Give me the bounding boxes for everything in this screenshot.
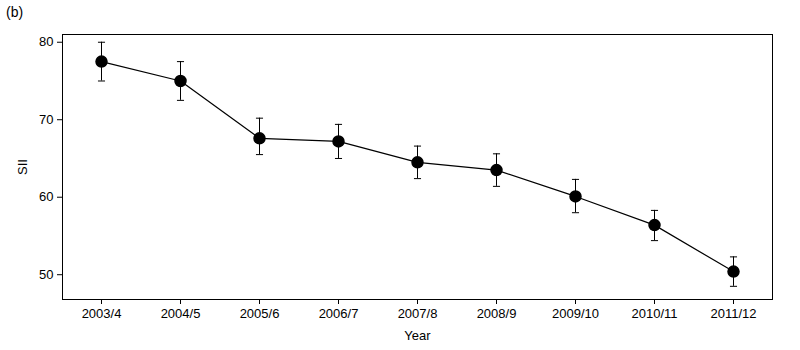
- svg-text:SII: SII: [15, 159, 30, 175]
- svg-text:2004/5: 2004/5: [161, 306, 201, 321]
- html-text:(b): (b): [6, 4, 24, 20]
- svg-text:2010/11: 2010/11: [631, 306, 677, 321]
- svg-text:2008/9: 2008/9: [477, 306, 517, 321]
- svg-text:2011/12: 2011/12: [710, 306, 756, 321]
- svg-text:2005/6: 2005/6: [240, 306, 280, 321]
- svg-text:70: 70: [39, 112, 53, 127]
- svg-text:2006/7: 2006/7: [319, 306, 359, 321]
- svg-text:60: 60: [39, 189, 53, 204]
- svg-text:50: 50: [39, 267, 53, 282]
- svg-text:80: 80: [39, 34, 53, 49]
- svg-text:2009/10: 2009/10: [552, 306, 599, 321]
- svg-text:2007/8: 2007/8: [398, 306, 438, 321]
- svg-text:Year: Year: [404, 328, 431, 343]
- svg-text:2003/4: 2003/4: [82, 306, 122, 321]
